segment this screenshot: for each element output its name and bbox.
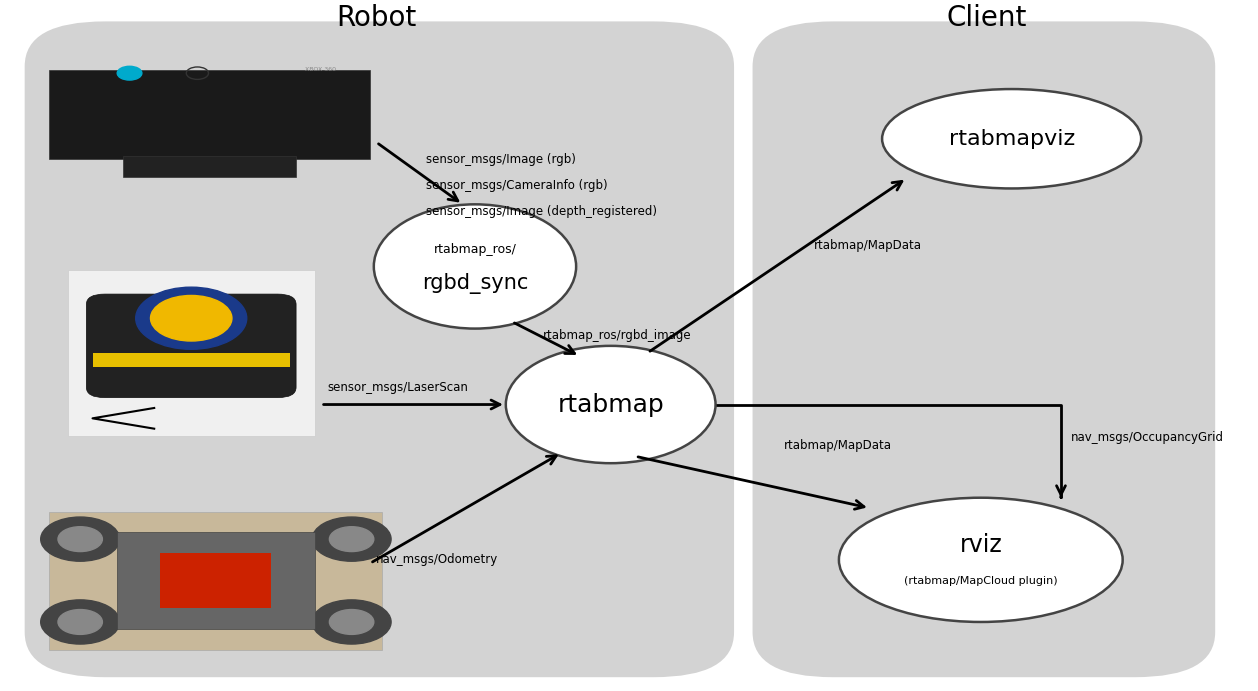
Ellipse shape [839, 498, 1122, 622]
Circle shape [58, 609, 102, 634]
Circle shape [40, 517, 120, 561]
Text: XBOX 360: XBOX 360 [306, 67, 336, 73]
Text: rtabmap/MapData: rtabmap/MapData [784, 439, 892, 453]
Text: rviz: rviz [960, 533, 1003, 557]
FancyBboxPatch shape [117, 532, 314, 629]
Text: nav_msgs/OccupancyGrid: nav_msgs/OccupancyGrid [1071, 430, 1224, 444]
FancyBboxPatch shape [68, 270, 314, 435]
FancyBboxPatch shape [25, 21, 735, 677]
FancyBboxPatch shape [160, 553, 272, 608]
Text: Client: Client [947, 4, 1027, 32]
FancyBboxPatch shape [49, 511, 382, 650]
Circle shape [58, 527, 102, 551]
Circle shape [312, 600, 391, 644]
Text: rtabmap_ros/rgbd_image: rtabmap_ros/rgbd_image [542, 329, 692, 342]
Circle shape [330, 527, 374, 551]
Ellipse shape [882, 89, 1141, 189]
Circle shape [40, 600, 120, 644]
Circle shape [151, 296, 231, 341]
Text: rtabmap_ros/: rtabmap_ros/ [434, 243, 517, 256]
Text: sensor_msgs/Image (rgb): sensor_msgs/Image (rgb) [425, 153, 575, 166]
Circle shape [136, 287, 247, 350]
Text: sensor_msgs/Image (depth_registered): sensor_msgs/Image (depth_registered) [425, 205, 657, 218]
Ellipse shape [506, 346, 716, 463]
Text: rgbd_sync: rgbd_sync [421, 273, 528, 294]
Text: rtabmapviz: rtabmapviz [949, 129, 1074, 149]
Circle shape [330, 609, 374, 634]
Text: sensor_msgs/LaserScan: sensor_msgs/LaserScan [327, 381, 468, 394]
FancyBboxPatch shape [123, 156, 296, 177]
FancyBboxPatch shape [93, 352, 289, 366]
Ellipse shape [374, 205, 576, 329]
Text: Robot: Robot [336, 4, 416, 32]
Circle shape [312, 517, 391, 561]
Text: (rtabmap/MapCloud plugin): (rtabmap/MapCloud plugin) [905, 576, 1058, 585]
Text: nav_msgs/Odometry: nav_msgs/Odometry [376, 553, 498, 567]
FancyBboxPatch shape [752, 21, 1215, 677]
Text: sensor_msgs/CameraInfo (rgb): sensor_msgs/CameraInfo (rgb) [425, 179, 608, 192]
Text: rtabmap/MapData: rtabmap/MapData [814, 239, 922, 252]
Circle shape [117, 66, 142, 80]
FancyBboxPatch shape [87, 294, 296, 397]
Text: rtabmap: rtabmap [557, 392, 664, 417]
FancyBboxPatch shape [49, 70, 370, 160]
